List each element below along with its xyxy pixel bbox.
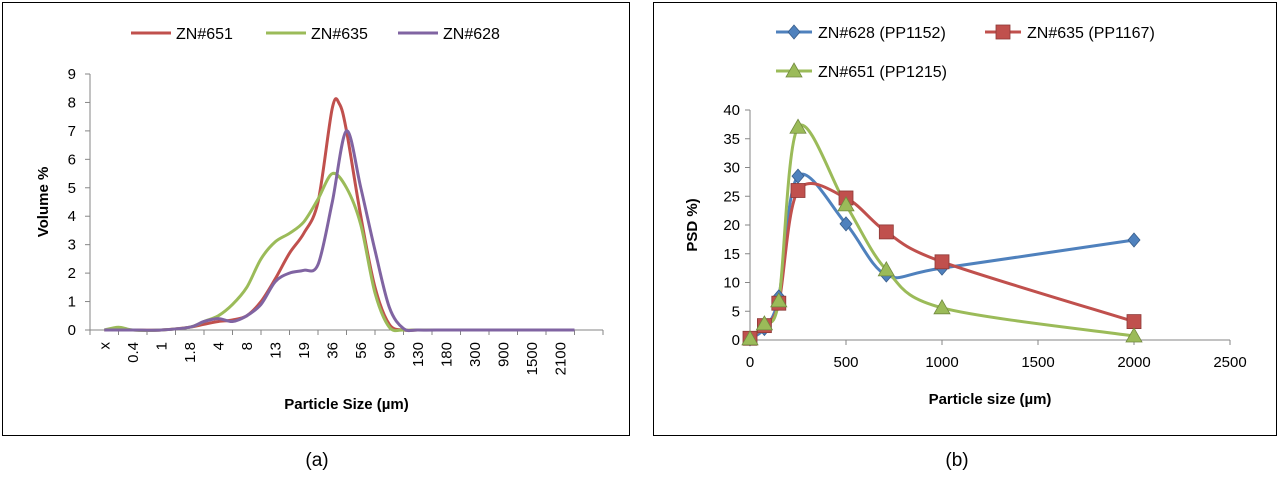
- data-point: [1126, 314, 1142, 330]
- y-tick-label: 35: [723, 131, 740, 148]
- data-point: [878, 224, 894, 240]
- y-tick-label: 4: [68, 208, 76, 225]
- x-tick-label: 13: [267, 342, 284, 359]
- x-tick-label: 0.4: [125, 342, 142, 363]
- y-tick-label: 40: [723, 102, 740, 119]
- x-tick-label: 1000: [925, 354, 958, 371]
- y-tick-label: 5: [68, 180, 76, 197]
- x-tick-label: 900: [495, 342, 512, 367]
- data-point: [755, 315, 774, 331]
- legend-label: ZN#628: [443, 26, 500, 43]
- x-tick-label: 180: [438, 342, 455, 367]
- x-tick-label: 2000: [1117, 354, 1150, 371]
- legend-label: ZN#628 (PP1152): [818, 25, 946, 42]
- y-tick-label: 6: [68, 151, 76, 168]
- x-tick-label: 1.8: [182, 342, 199, 363]
- x-tick-label: 0: [746, 354, 754, 371]
- x-tick-label: 1500: [524, 342, 541, 375]
- legend-marker: [787, 24, 801, 40]
- x-tick-label: 2100: [552, 342, 569, 375]
- x-tick-label: 4: [210, 342, 227, 350]
- x-tick-label: 130: [410, 342, 427, 367]
- data-point: [877, 261, 896, 277]
- y-axis-title: Volume %: [35, 167, 52, 238]
- data-point: [837, 196, 855, 212]
- y-tick-label: 9: [68, 66, 76, 83]
- x-tick-label: 300: [467, 342, 484, 367]
- y-tick-label: 10: [723, 275, 740, 292]
- x-tick-label: 19: [296, 342, 313, 359]
- data-point: [1125, 327, 1143, 343]
- legend-label: ZN#651 (PP1215): [818, 64, 947, 81]
- x-tick-label: 500: [833, 354, 858, 371]
- y-tick-label: 0: [732, 332, 740, 349]
- legend-label: ZN#635: [311, 26, 368, 43]
- legend-label: ZN#635 (PP1167): [1027, 25, 1155, 42]
- caption-a: (a): [305, 450, 329, 471]
- y-tick-label: 30: [723, 160, 740, 177]
- legend-label: ZN#651: [176, 26, 233, 43]
- x-tick-label: 8: [239, 342, 256, 350]
- y-tick-label: 7: [68, 123, 76, 140]
- x-tick-label: 2500: [1213, 354, 1246, 371]
- data-point: [934, 254, 950, 270]
- data-point: [790, 183, 806, 198]
- x-axis-title: Particle size (µm): [929, 391, 1052, 408]
- y-axis-title: PSD %): [684, 198, 701, 251]
- data-point: [770, 292, 788, 308]
- chart-a-frame: [2, 2, 630, 436]
- x-tick-label: 90: [381, 342, 398, 359]
- data-point: [789, 118, 807, 134]
- y-tick-label: 15: [723, 246, 740, 263]
- y-tick-label: 3: [68, 237, 76, 254]
- x-tick-label: x: [96, 342, 113, 350]
- y-tick-label: 5: [732, 303, 740, 320]
- series-line: [104, 129, 575, 333]
- x-tick-label: 1: [153, 342, 170, 350]
- x-tick-label: 56: [353, 342, 370, 359]
- data-point: [1127, 232, 1141, 248]
- data-point: [933, 298, 951, 315]
- y-tick-label: 2: [68, 265, 76, 282]
- y-tick-label: 1: [68, 294, 76, 311]
- y-tick-label: 8: [68, 94, 76, 111]
- legend-marker: [785, 62, 803, 78]
- x-tick-label: 36: [324, 342, 341, 359]
- data-point: [839, 216, 853, 232]
- chart-b-frame: [653, 2, 1277, 436]
- legend-marker: [995, 24, 1011, 40]
- caption-b: (b): [945, 450, 969, 471]
- y-tick-label: 0: [68, 322, 76, 339]
- y-tick-label: 20: [723, 217, 740, 234]
- y-tick-label: 25: [723, 188, 740, 205]
- x-axis-title: Particle Size (µm): [284, 396, 409, 413]
- x-tick-label: 1500: [1021, 354, 1054, 371]
- data-point: [741, 330, 759, 346]
